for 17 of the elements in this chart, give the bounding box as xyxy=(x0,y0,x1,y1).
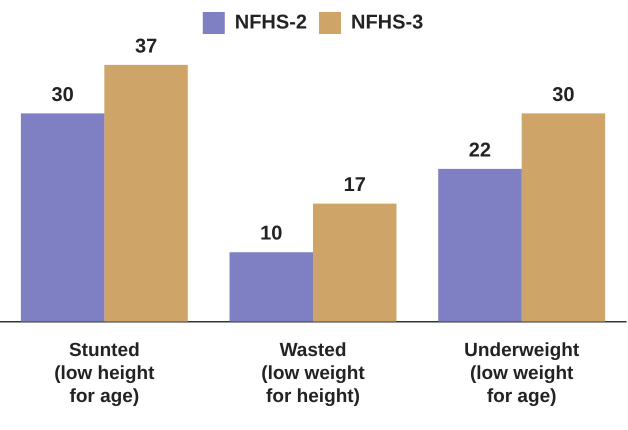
data-label: 37 xyxy=(134,35,158,58)
x-tick-label: Stunted (low height for age) xyxy=(54,340,156,407)
legend-label: NFHS-3 xyxy=(351,12,424,34)
x-tick-label: Underweight (low weight for age) xyxy=(464,340,580,407)
bar xyxy=(230,252,313,322)
legend-label: NFHS-2 xyxy=(234,12,308,34)
bar xyxy=(313,204,396,322)
data-label: 30 xyxy=(51,84,74,106)
bar xyxy=(438,168,522,322)
data-label: 10 xyxy=(260,222,282,245)
data-label: 30 xyxy=(552,84,575,106)
bar xyxy=(20,113,104,322)
data-label: 22 xyxy=(468,139,492,162)
data-label: 17 xyxy=(344,174,366,196)
bar xyxy=(522,113,606,322)
bar xyxy=(104,64,188,322)
x-tick-label: Wasted (low weight for height) xyxy=(261,340,366,407)
